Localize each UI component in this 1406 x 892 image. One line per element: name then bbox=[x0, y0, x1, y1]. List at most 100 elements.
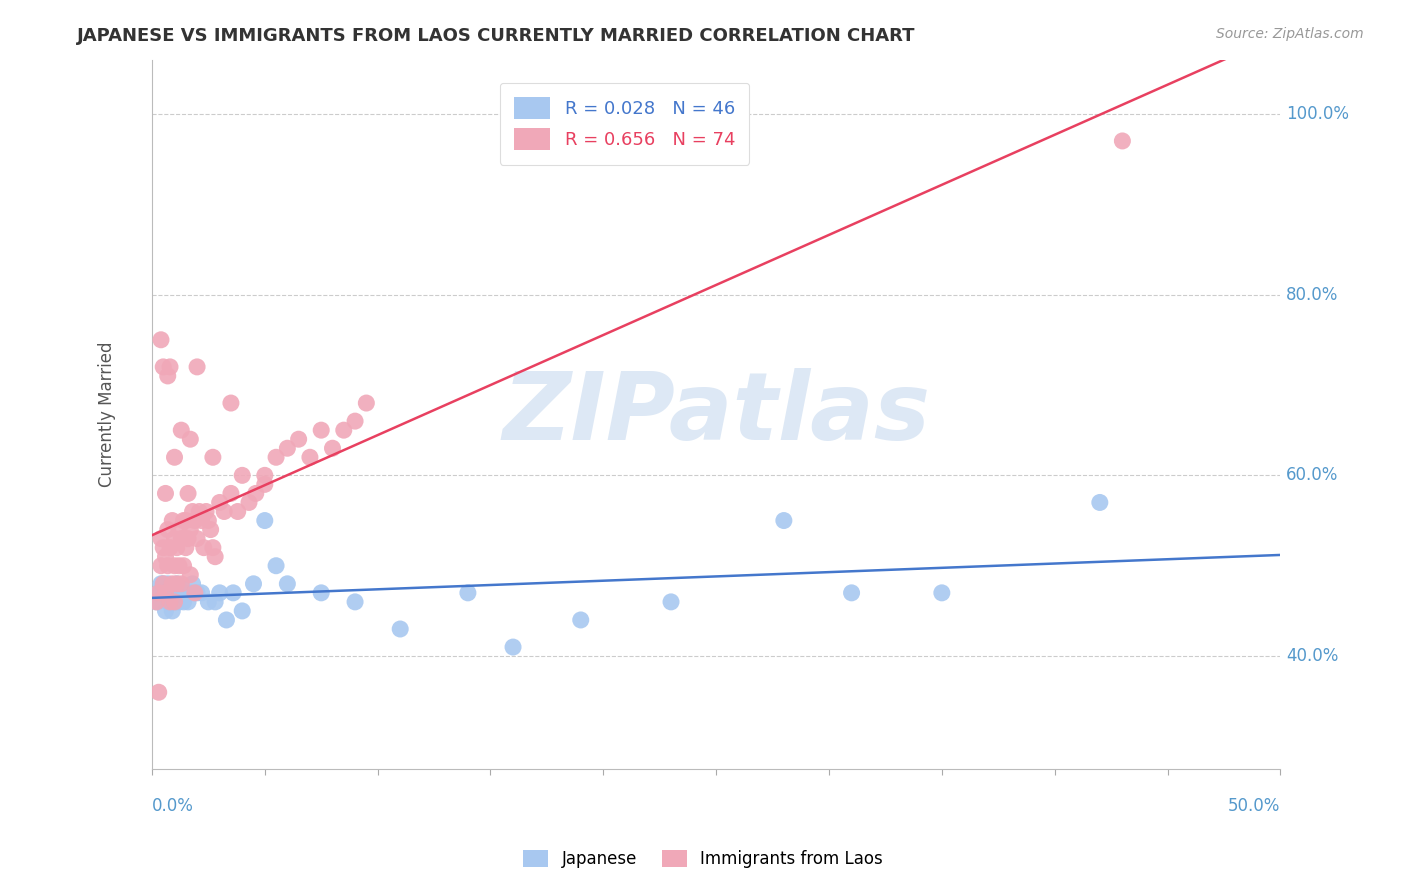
Text: 100.0%: 100.0% bbox=[1286, 105, 1348, 123]
Point bbox=[344, 414, 367, 428]
Point bbox=[163, 595, 186, 609]
Point bbox=[193, 541, 215, 555]
Point bbox=[156, 558, 179, 573]
Point bbox=[502, 640, 524, 654]
Point bbox=[773, 514, 796, 528]
Point bbox=[149, 576, 172, 591]
Point bbox=[170, 423, 193, 437]
Point bbox=[208, 586, 231, 600]
Point bbox=[156, 595, 179, 609]
Point bbox=[200, 523, 222, 537]
Point bbox=[167, 523, 190, 537]
Point bbox=[186, 359, 208, 374]
Point bbox=[163, 558, 186, 573]
Point bbox=[156, 523, 179, 537]
Point bbox=[457, 586, 479, 600]
Point bbox=[156, 368, 179, 383]
Point bbox=[162, 514, 184, 528]
Point bbox=[163, 450, 186, 465]
Legend: R = 0.028   N = 46, R = 0.656   N = 74: R = 0.028 N = 46, R = 0.656 N = 74 bbox=[499, 83, 749, 165]
Text: JAPANESE VS IMMIGRANTS FROM LAOS CURRENTLY MARRIED CORRELATION CHART: JAPANESE VS IMMIGRANTS FROM LAOS CURRENT… bbox=[77, 27, 915, 45]
Point bbox=[238, 495, 260, 509]
Point bbox=[174, 514, 197, 528]
Point bbox=[159, 586, 181, 600]
Point bbox=[253, 468, 276, 483]
Point bbox=[309, 586, 332, 600]
Point bbox=[212, 504, 235, 518]
Point bbox=[167, 595, 190, 609]
Point bbox=[226, 504, 249, 518]
Point bbox=[201, 450, 224, 465]
Point bbox=[186, 586, 208, 600]
Point bbox=[195, 504, 218, 518]
Point bbox=[174, 541, 197, 555]
Point bbox=[166, 576, 188, 591]
Point bbox=[344, 595, 367, 609]
Point bbox=[159, 541, 181, 555]
Point bbox=[173, 595, 195, 609]
Point bbox=[145, 595, 167, 609]
Point bbox=[155, 486, 177, 500]
Point bbox=[219, 396, 242, 410]
Point bbox=[242, 576, 264, 591]
Point bbox=[156, 576, 179, 591]
Point bbox=[186, 532, 208, 546]
Point bbox=[177, 532, 200, 546]
Point bbox=[181, 576, 204, 591]
Point bbox=[264, 450, 287, 465]
Point bbox=[253, 514, 276, 528]
Point bbox=[222, 586, 245, 600]
Point bbox=[179, 567, 201, 582]
Point bbox=[184, 514, 207, 528]
Point bbox=[179, 432, 201, 446]
Point bbox=[174, 586, 197, 600]
Point bbox=[569, 613, 592, 627]
Point bbox=[197, 595, 219, 609]
Point bbox=[148, 586, 170, 600]
Point bbox=[356, 396, 378, 410]
Point bbox=[173, 514, 195, 528]
Point bbox=[231, 604, 253, 618]
Point bbox=[170, 576, 193, 591]
Point bbox=[276, 576, 298, 591]
Point bbox=[167, 586, 190, 600]
Text: 50.0%: 50.0% bbox=[1227, 797, 1281, 815]
Point bbox=[148, 685, 170, 699]
Point bbox=[1111, 134, 1133, 148]
Legend: Japanese, Immigrants from Laos: Japanese, Immigrants from Laos bbox=[516, 843, 890, 875]
Point bbox=[145, 595, 167, 609]
Text: 0.0%: 0.0% bbox=[152, 797, 194, 815]
Point bbox=[149, 333, 172, 347]
Point bbox=[659, 595, 682, 609]
Text: 60.0%: 60.0% bbox=[1286, 467, 1339, 484]
Point bbox=[163, 586, 186, 600]
Point bbox=[152, 576, 174, 591]
Text: Currently Married: Currently Married bbox=[98, 342, 115, 487]
Point bbox=[170, 532, 193, 546]
Point bbox=[155, 586, 177, 600]
Point bbox=[245, 486, 267, 500]
Point bbox=[204, 549, 226, 564]
Point bbox=[1088, 495, 1111, 509]
Point bbox=[179, 586, 201, 600]
Point bbox=[152, 359, 174, 374]
Point bbox=[208, 495, 231, 509]
Point bbox=[155, 604, 177, 618]
Point bbox=[333, 423, 356, 437]
Point bbox=[204, 595, 226, 609]
Point bbox=[177, 595, 200, 609]
Point bbox=[155, 586, 177, 600]
Point bbox=[166, 576, 188, 591]
Point bbox=[152, 576, 174, 591]
Point bbox=[215, 613, 238, 627]
Point bbox=[170, 586, 193, 600]
Point bbox=[253, 477, 276, 491]
Point bbox=[309, 423, 332, 437]
Text: Source: ZipAtlas.com: Source: ZipAtlas.com bbox=[1216, 27, 1364, 41]
Point bbox=[166, 541, 188, 555]
Point bbox=[197, 514, 219, 528]
Point bbox=[167, 558, 190, 573]
Text: 80.0%: 80.0% bbox=[1286, 285, 1339, 303]
Point bbox=[159, 595, 181, 609]
Point bbox=[321, 442, 343, 456]
